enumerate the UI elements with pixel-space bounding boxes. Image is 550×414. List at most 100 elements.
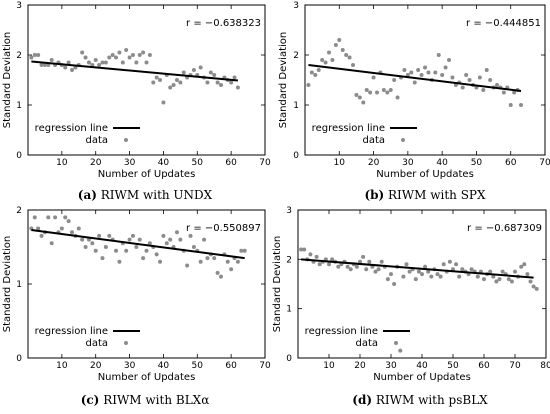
data-point [63, 65, 68, 70]
panel-caption-text: RIWM with BLXα [103, 393, 209, 407]
panel-a: 10 20 30 40 50 60 70 0 1 2 3 Number of Updates Stand… [2, 1, 271, 202]
data-point [337, 38, 342, 42]
data-point [423, 65, 427, 70]
data-point [373, 269, 378, 274]
data-point [388, 88, 393, 92]
data-point [205, 80, 210, 85]
data-point [508, 103, 513, 107]
data-point [475, 274, 480, 279]
data-point [49, 241, 54, 246]
panel-c: 10 20 30 40 50 60 70 0 1 2 Number of Updates Standa… [2, 206, 271, 407]
x-tick-label: 10 [56, 361, 68, 371]
data-point [107, 233, 112, 238]
x-tick-label: 40 [158, 361, 170, 371]
data-point [361, 254, 366, 259]
panel-caption-text: RIWM with UNDX [101, 188, 213, 202]
panel-caption-text: RIWM with SPX [388, 188, 486, 202]
x-tick-label: 30 [124, 361, 136, 371]
data-point [327, 50, 331, 55]
y-tick-label: 2 [293, 51, 299, 61]
regression-line [301, 258, 534, 279]
data-point [467, 78, 472, 82]
data-point [124, 248, 129, 253]
x-tick-label: 70 [259, 158, 271, 168]
data-point [235, 259, 240, 264]
data-point [376, 267, 381, 272]
data-point [413, 277, 418, 282]
data-point [151, 80, 156, 85]
x-tick-label: 70 [259, 361, 271, 371]
correlation-label: r = −0.687309 [467, 223, 542, 234]
data-point [299, 247, 304, 252]
data-point [313, 73, 318, 77]
data-point [168, 237, 173, 242]
data-point [208, 70, 213, 75]
data-point [423, 264, 428, 269]
data-point [198, 259, 203, 264]
data-point [519, 264, 524, 269]
data-point [110, 53, 115, 57]
data-point [124, 48, 129, 52]
data-point [32, 53, 37, 57]
data-point [188, 233, 193, 238]
legend-label-regression: regression line [312, 123, 385, 134]
data-point [49, 58, 54, 62]
legend-label-regression: regression line [35, 123, 108, 134]
data-point [525, 272, 530, 277]
data-point [440, 73, 445, 77]
data-point [327, 262, 331, 267]
data-point [320, 58, 325, 62]
data-point [306, 83, 311, 87]
data-point [202, 237, 207, 242]
x-tick-label: 20 [368, 158, 380, 168]
data-point [447, 58, 451, 62]
legend-swatch-data [401, 138, 405, 142]
data-point [66, 60, 71, 65]
regression-line [31, 60, 239, 82]
correlation-label: r = −0.550897 [186, 223, 261, 234]
x-tick-label: 30 [385, 361, 397, 371]
data-point [191, 68, 196, 72]
data-point [86, 60, 91, 65]
panel-b: 10 20 30 40 50 60 70 0 1 2 3 Number of Updates Stand… [278, 1, 550, 202]
x-tick-label: 50 [192, 158, 204, 168]
data-point [70, 68, 75, 72]
data-point [398, 348, 403, 353]
x-tick-label: 20 [90, 158, 102, 168]
data-point [513, 269, 517, 274]
data-point [29, 55, 34, 60]
data-point [407, 269, 412, 274]
data-point [426, 269, 431, 274]
y-tick-label: 1 [286, 305, 292, 315]
panel-caption-letter: (c) [81, 393, 100, 407]
data-point [141, 50, 146, 55]
legend-swatch-data [124, 138, 128, 142]
data-point [512, 90, 517, 95]
panel-caption: (d) RIWM with psBLX [352, 393, 488, 407]
data-point [482, 277, 486, 282]
data-point [435, 272, 440, 277]
data-point [158, 78, 163, 82]
x-tick-label: 80 [540, 361, 550, 371]
data-point [158, 259, 163, 264]
data-point [174, 230, 179, 235]
data-point [161, 100, 166, 105]
data-point [404, 262, 409, 267]
data-point [59, 226, 64, 231]
data-point [347, 55, 352, 60]
data-point [36, 53, 41, 57]
x-tick-label: 10 [334, 158, 346, 168]
data-point [519, 103, 523, 107]
data-point [215, 270, 220, 275]
data-point [460, 85, 465, 90]
data-point [97, 233, 102, 238]
data-point [83, 245, 88, 249]
panel-caption-letter: (d) [352, 393, 372, 407]
data-point [344, 53, 349, 57]
legend-label-data: data [362, 135, 385, 146]
data-point [174, 78, 179, 82]
y-tick-label: 3 [293, 1, 299, 11]
data-point [134, 245, 139, 249]
y-axis-label: Standard Deviation [2, 236, 13, 333]
data-point [433, 70, 438, 75]
